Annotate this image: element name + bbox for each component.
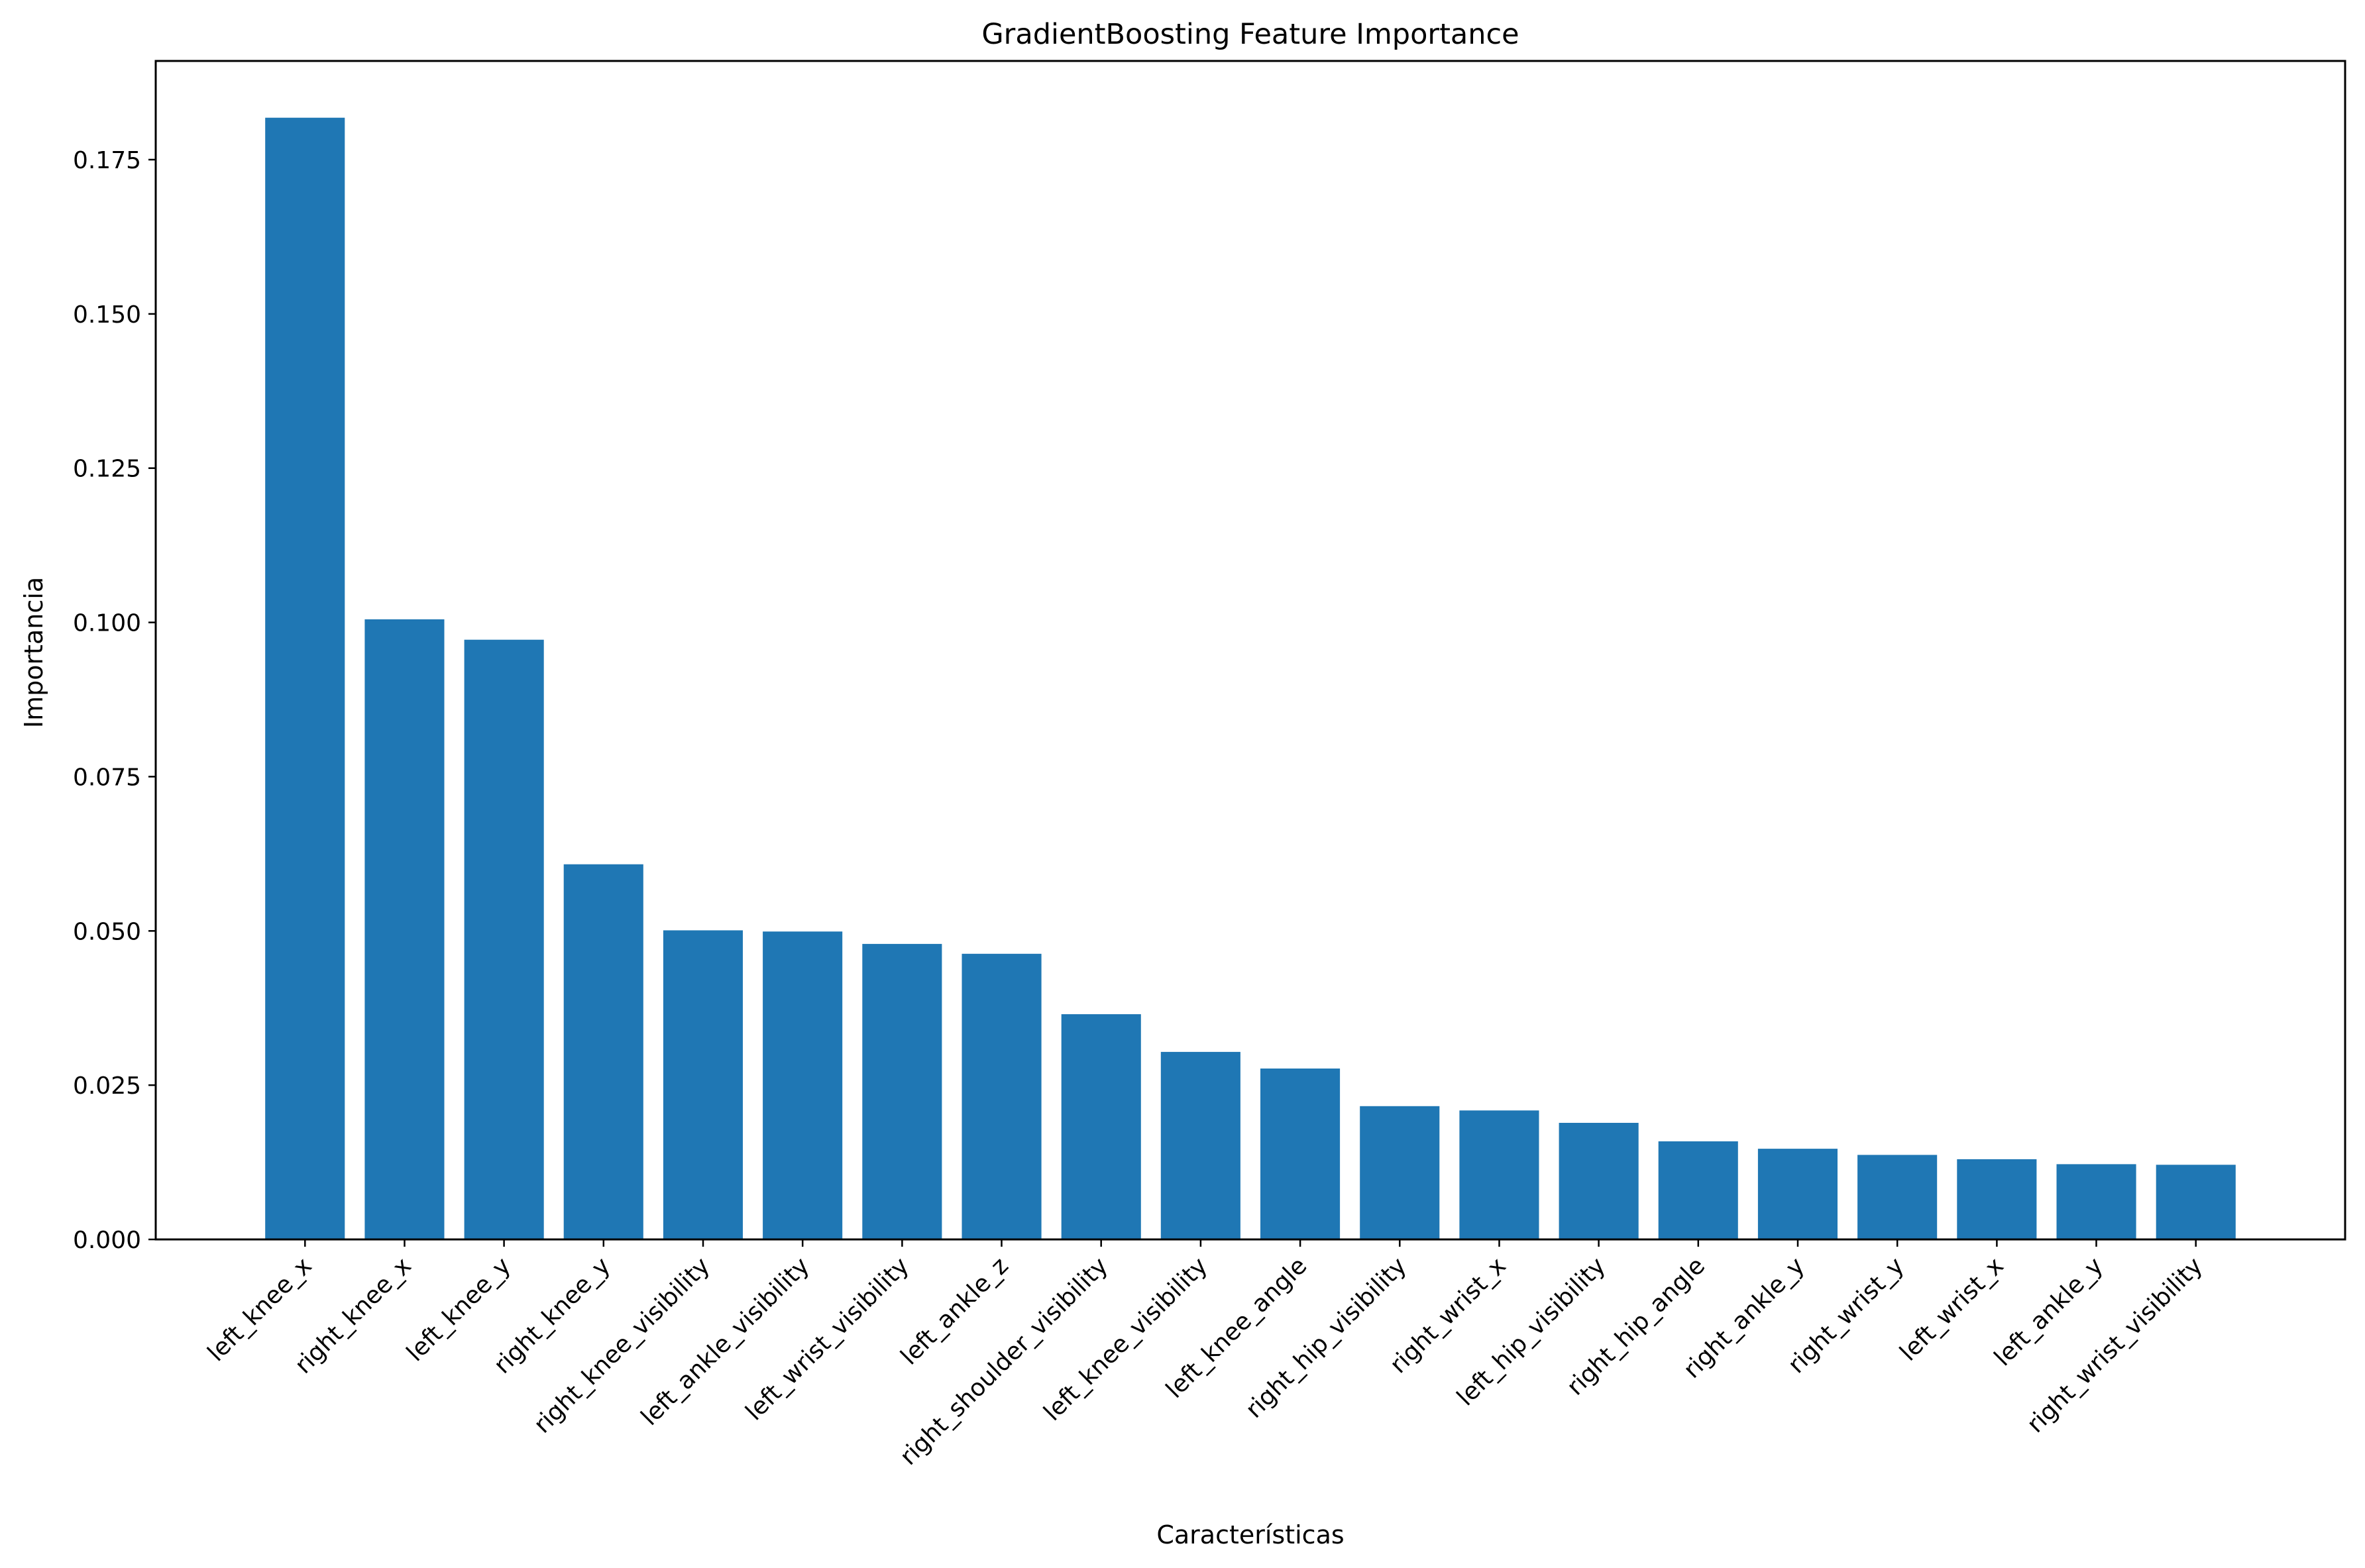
x-tick-label: left_ankle_visibility [636, 1252, 815, 1431]
bar-left-knee-angle [1260, 1069, 1341, 1239]
bar-right-hip-angle [1658, 1141, 1738, 1239]
bar-right-hip-visibility [1360, 1106, 1440, 1239]
bar-left-wrist-x [1957, 1159, 2037, 1239]
bar-right-wrist-y [1857, 1155, 1938, 1239]
y-tick-label: 0.100 [73, 610, 141, 637]
x-tick-label: left_wrist_visibility [741, 1252, 914, 1426]
bar-right-knee-x [364, 619, 445, 1239]
bar-right-knee-visibility [663, 930, 743, 1239]
bar-left-knee-visibility [1160, 1051, 1240, 1239]
bar-right-ankle-y [1757, 1149, 1838, 1239]
y-axis: 0.000 0.025 0.050 0.075 0.100 0.125 0.150 0.175 [73, 147, 156, 1254]
bar-right-shoulder-visibility [1061, 1014, 1141, 1239]
x-tick-label: right_knee_visibility [529, 1252, 715, 1438]
x-tick-label: right_shoulder_visibility [895, 1252, 1113, 1471]
bar-left-ankle-visibility [763, 931, 843, 1239]
x-axis: left_knee_xright_knee_xleft_knee_yright_… [203, 1239, 2208, 1471]
bar-left-wrist-visibility [862, 943, 942, 1239]
bar-left-ankle-z [962, 953, 1042, 1239]
bar-right-knee-y [563, 864, 643, 1239]
y-tick-label: 0.025 [73, 1072, 141, 1100]
bar-right-wrist-visibility [2156, 1165, 2236, 1239]
y-tick-label: 0.000 [73, 1227, 141, 1254]
chart-title: GradientBoosting Feature Importance [981, 18, 1519, 51]
x-tick-label: right_wrist_visibility [2022, 1252, 2208, 1438]
x-tick-label: left_knee_visibility [1038, 1252, 1213, 1426]
bar-left-knee-y [464, 639, 544, 1239]
bar-left-ankle-y [2056, 1164, 2136, 1239]
y-tick-label: 0.050 [73, 918, 141, 945]
y-tick-label: 0.075 [73, 764, 141, 791]
bar-left-hip-visibility [1559, 1123, 1639, 1239]
plot-frame [154, 60, 2346, 1241]
x-tick-label: right_hip_visibility [1240, 1252, 1412, 1424]
bars-layer [265, 117, 2236, 1240]
y-tick-label: 0.175 [73, 147, 141, 174]
bar-right-wrist-x [1459, 1110, 1539, 1239]
y-tick-label: 0.125 [73, 456, 141, 483]
y-axis-title: Importancia [19, 577, 48, 728]
y-tick-label: 0.150 [73, 301, 141, 329]
x-axis-title: Características [1156, 1520, 1344, 1549]
bar-left-knee-x [265, 117, 345, 1240]
